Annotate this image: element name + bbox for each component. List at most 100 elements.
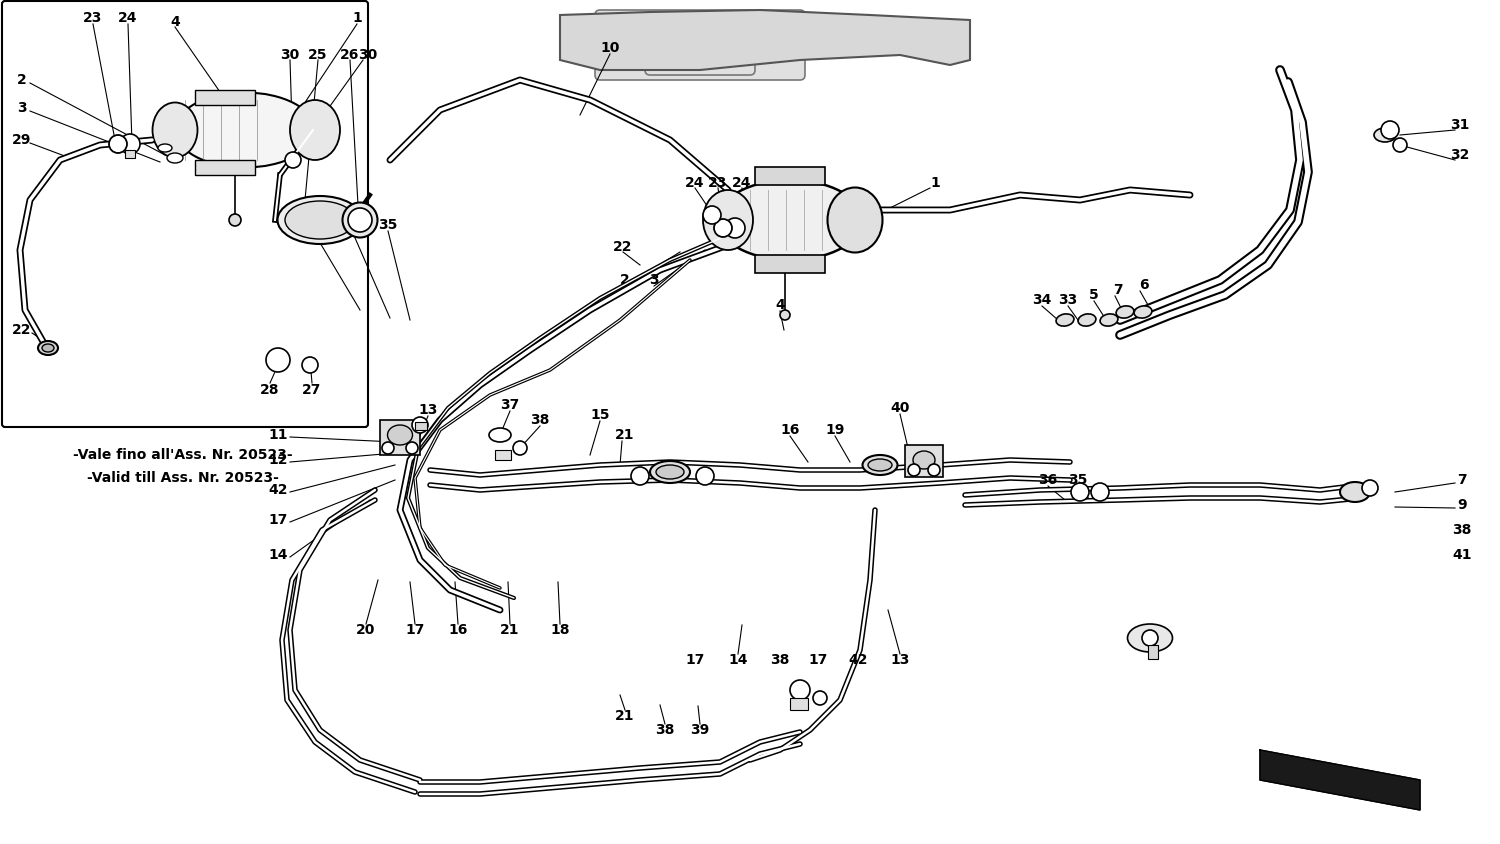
Bar <box>904 445 944 477</box>
Text: 26: 26 <box>340 48 360 62</box>
Text: 7: 7 <box>1113 283 1124 297</box>
Text: -Valid till Ass. Nr. 20523-: -Valid till Ass. Nr. 20523- <box>87 471 279 485</box>
Circle shape <box>813 691 826 705</box>
Text: 36: 36 <box>342 218 362 232</box>
Text: 38: 38 <box>771 653 789 667</box>
Ellipse shape <box>1056 314 1074 326</box>
Bar <box>754 167 825 185</box>
Text: 2: 2 <box>620 273 630 287</box>
Circle shape <box>1090 483 1108 501</box>
Circle shape <box>348 208 372 232</box>
Bar <box>195 160 255 175</box>
Ellipse shape <box>153 102 198 158</box>
Text: 35: 35 <box>1068 473 1088 487</box>
Text: 29: 29 <box>12 133 32 147</box>
Text: 24: 24 <box>732 176 752 190</box>
Bar <box>195 90 255 105</box>
Ellipse shape <box>828 187 882 252</box>
Ellipse shape <box>285 201 356 239</box>
Text: 2: 2 <box>16 73 27 87</box>
Circle shape <box>696 467 714 485</box>
Ellipse shape <box>278 196 363 244</box>
Text: 22: 22 <box>614 240 633 254</box>
Circle shape <box>908 464 920 476</box>
Bar <box>380 420 420 455</box>
Text: 9: 9 <box>1456 498 1467 512</box>
Circle shape <box>724 218 746 238</box>
Text: 27: 27 <box>303 383 321 397</box>
Text: 28: 28 <box>261 383 280 397</box>
Text: 14: 14 <box>728 653 747 667</box>
Text: 17: 17 <box>268 513 288 527</box>
Text: 6: 6 <box>1138 278 1149 292</box>
Circle shape <box>406 442 418 454</box>
Ellipse shape <box>290 100 340 160</box>
Text: 23: 23 <box>708 176 728 190</box>
Ellipse shape <box>176 93 315 167</box>
Text: 24: 24 <box>686 176 705 190</box>
Ellipse shape <box>387 425 412 445</box>
Ellipse shape <box>42 344 54 352</box>
Circle shape <box>413 417 428 433</box>
Text: 12: 12 <box>268 453 288 467</box>
Ellipse shape <box>656 465 684 479</box>
Ellipse shape <box>717 180 862 260</box>
Ellipse shape <box>914 451 934 469</box>
Text: 3: 3 <box>16 101 27 115</box>
Bar <box>790 698 808 710</box>
Polygon shape <box>560 10 970 70</box>
Bar <box>754 255 825 273</box>
Bar <box>1148 645 1158 659</box>
Circle shape <box>1382 121 1400 139</box>
Text: 14: 14 <box>268 548 288 562</box>
Ellipse shape <box>166 153 183 163</box>
Circle shape <box>1071 483 1089 501</box>
Circle shape <box>704 206 722 224</box>
Ellipse shape <box>1078 314 1096 326</box>
Text: 41: 41 <box>1452 548 1472 562</box>
Text: 4: 4 <box>170 15 180 29</box>
Ellipse shape <box>38 341 58 355</box>
Ellipse shape <box>489 428 512 442</box>
FancyBboxPatch shape <box>645 15 754 75</box>
Text: 36: 36 <box>1038 473 1058 487</box>
Text: 32: 32 <box>1450 148 1470 162</box>
Ellipse shape <box>342 203 378 237</box>
Text: 20: 20 <box>357 623 375 637</box>
Text: 22: 22 <box>12 323 32 337</box>
Text: 21: 21 <box>500 623 519 637</box>
Text: 33: 33 <box>1059 293 1077 307</box>
Text: 17: 17 <box>686 653 705 667</box>
Text: 1: 1 <box>930 176 940 190</box>
Text: 10: 10 <box>600 41 619 55</box>
Ellipse shape <box>862 455 897 475</box>
Text: 31: 31 <box>1450 118 1470 132</box>
Circle shape <box>120 134 140 154</box>
Text: 11: 11 <box>268 428 288 442</box>
Ellipse shape <box>704 190 753 250</box>
Ellipse shape <box>158 144 172 152</box>
Text: -Vale fino all'Ass. Nr. 20523-: -Vale fino all'Ass. Nr. 20523- <box>74 448 292 462</box>
Text: 38: 38 <box>531 413 549 427</box>
Circle shape <box>780 310 790 320</box>
Circle shape <box>1362 480 1378 496</box>
Text: 13: 13 <box>419 403 438 417</box>
Circle shape <box>1142 630 1158 646</box>
Ellipse shape <box>650 461 690 483</box>
Ellipse shape <box>1116 306 1134 318</box>
Text: 18: 18 <box>550 623 570 637</box>
FancyBboxPatch shape <box>596 10 806 80</box>
Text: 40: 40 <box>891 401 909 415</box>
Ellipse shape <box>1374 128 1396 142</box>
Text: 17: 17 <box>405 623 424 637</box>
Ellipse shape <box>1134 306 1152 318</box>
Circle shape <box>382 442 394 454</box>
Text: 42: 42 <box>268 483 288 497</box>
Text: 34: 34 <box>1032 293 1052 307</box>
Text: 15: 15 <box>590 408 609 422</box>
Text: 3: 3 <box>650 273 658 287</box>
Text: 4: 4 <box>776 298 784 312</box>
Text: 39: 39 <box>690 723 709 737</box>
Bar <box>416 422 428 430</box>
Circle shape <box>1394 138 1407 152</box>
